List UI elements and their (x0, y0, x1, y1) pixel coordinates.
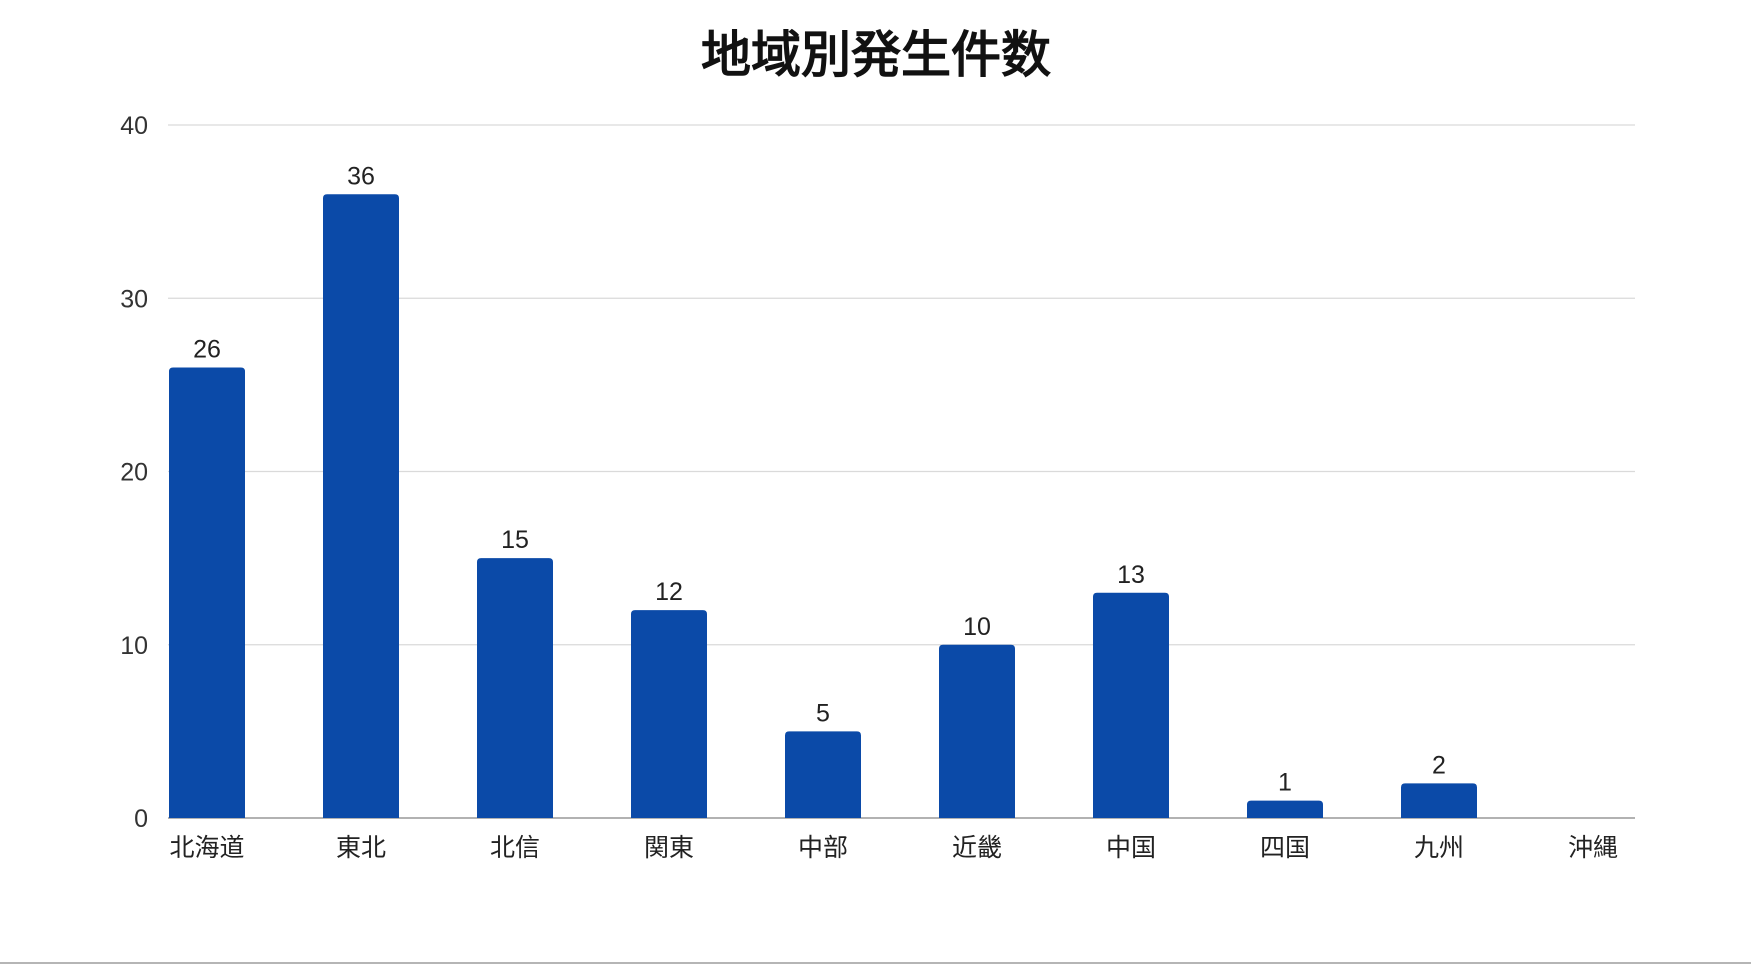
data-label: 15 (501, 526, 529, 554)
bar-7 (1093, 592, 1169, 818)
bar-2 (323, 194, 399, 819)
x-tick-label: 関東 (644, 833, 694, 862)
data-label: 5 (816, 699, 830, 727)
x-tick-label: 東北 (336, 833, 386, 862)
y-tick-label: 20 (120, 459, 148, 487)
data-label: 26 (193, 336, 221, 364)
y-tick-label: 0 (134, 805, 148, 833)
bars (169, 194, 1477, 819)
bar-5 (785, 731, 861, 818)
bar-8 (1247, 800, 1323, 818)
data-label: 2 (1432, 751, 1446, 779)
y-tick-label: 30 (120, 285, 148, 313)
bar-6 (939, 644, 1015, 818)
data-label: 1 (1278, 769, 1292, 797)
x-tick-label: 北信 (490, 833, 540, 862)
data-label: 36 (347, 162, 375, 190)
x-tick-label: 四国 (1260, 833, 1310, 862)
bottom-divider (0, 962, 1751, 964)
x-tick-label: 中部 (798, 833, 848, 862)
y-axis-ticks: 0 10 20 30 40 (120, 112, 148, 833)
bar-1 (169, 367, 245, 818)
data-label: 10 (963, 613, 991, 641)
data-label: 12 (655, 578, 683, 606)
y-tick-label: 40 (120, 112, 148, 140)
bar-3 (477, 558, 553, 818)
y-tick-label: 10 (120, 632, 148, 660)
bar-4 (631, 610, 707, 818)
data-label: 13 (1117, 561, 1145, 589)
x-tick-label: 九州 (1414, 833, 1464, 862)
gridlines (168, 124, 1635, 819)
x-tick-label: 近畿 (952, 833, 1002, 862)
x-tick-label: 沖縄 (1568, 833, 1618, 862)
bar-9 (1401, 783, 1477, 818)
x-tick-label: 中国 (1106, 833, 1156, 862)
x-axis-ticks: 北海道 東北 北信 関東 中部 近畿 中国 四国 九州 沖縄 (169, 833, 1618, 862)
x-tick-label: 北海道 (169, 833, 244, 862)
chart-title: 地域別発生件数 (701, 26, 1051, 84)
